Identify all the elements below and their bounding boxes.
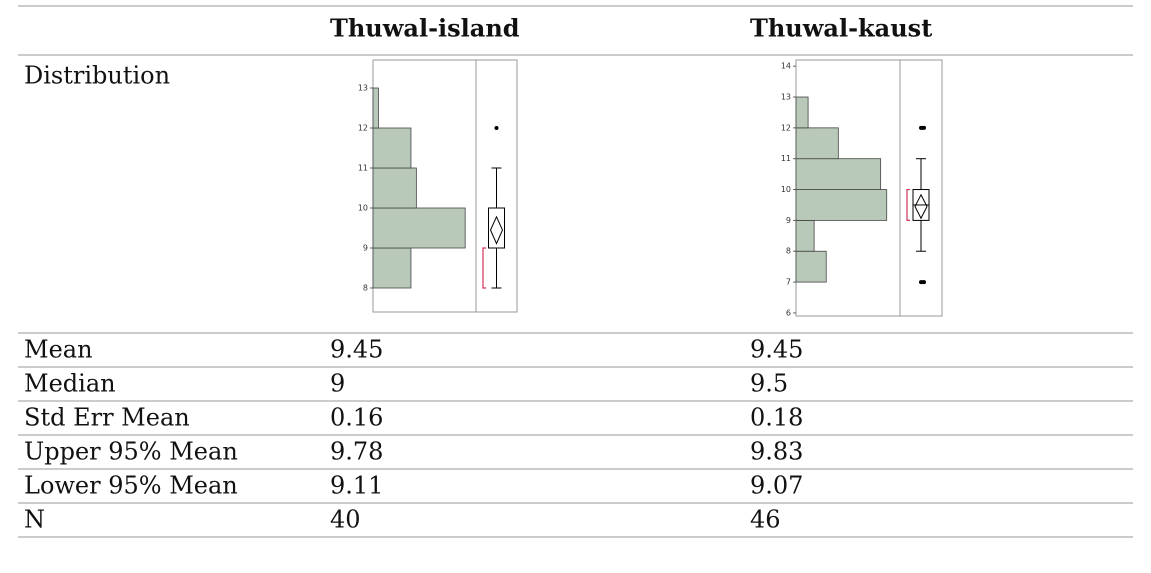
- row-label: Std Err Mean: [24, 404, 190, 432]
- cell-value: 9.07: [750, 472, 803, 500]
- y-tick-label: 12: [358, 124, 368, 133]
- y-tick-label: 11: [781, 154, 791, 163]
- mean-diamond: [914, 193, 928, 220]
- histogram-bar: [795, 96, 809, 129]
- histogram-bar: [795, 158, 882, 190]
- row-label: Median: [24, 370, 116, 398]
- cell-value: 0.18: [750, 404, 803, 432]
- column-header: Thuwal-island: [330, 14, 520, 43]
- histogram-bar: [795, 219, 815, 252]
- row-label: Upper 95% Mean: [24, 438, 238, 466]
- y-tick-label: 10: [358, 204, 368, 213]
- mean-diamond: [489, 215, 504, 245]
- histogram-bar: [372, 167, 417, 209]
- cell-value: 9.11: [330, 472, 383, 500]
- cell-value: 9.83: [750, 438, 803, 466]
- row-label: Distribution: [24, 62, 170, 90]
- outlier: [922, 280, 926, 285]
- cell-value: 9.78: [330, 438, 383, 466]
- y-tick-label: 9: [363, 244, 368, 253]
- y-tick-label: 6: [786, 308, 791, 317]
- row-label: Mean: [24, 336, 93, 364]
- row-label: N: [24, 506, 45, 534]
- cell-value: 9.45: [750, 336, 803, 364]
- y-tick-label: 7: [786, 278, 791, 287]
- outlier: [922, 125, 926, 130]
- cell-value: 0.16: [330, 404, 383, 432]
- y-tick-label: 9: [786, 216, 791, 225]
- histogram-bar: [795, 250, 827, 283]
- histogram-bar: [795, 189, 888, 221]
- cell-value: 40: [330, 506, 361, 534]
- shortest-half: [906, 188, 910, 221]
- histogram-bar: [372, 247, 412, 289]
- y-tick-label: 8: [786, 247, 791, 256]
- outlier: [494, 126, 499, 130]
- cell-value: 9.5: [750, 370, 788, 398]
- y-tick-label: 14: [781, 62, 791, 71]
- y-tick-label: 10: [781, 185, 791, 194]
- histogram-bar: [372, 207, 466, 249]
- column-header: Thuwal-kaust: [750, 14, 932, 43]
- y-tick-label: 13: [781, 93, 791, 102]
- shortest-half: [482, 247, 486, 289]
- histogram-bar: [795, 127, 839, 160]
- histogram-bar: [372, 127, 412, 169]
- cell-value: 46: [750, 506, 781, 534]
- cell-value: 9: [330, 370, 345, 398]
- row-label: Lower 95% Mean: [24, 472, 238, 500]
- cell-value: 9.45: [330, 336, 383, 364]
- y-tick-label: 12: [781, 123, 791, 132]
- y-tick-label: 8: [363, 284, 368, 293]
- y-tick-label: 11: [358, 164, 368, 173]
- y-tick-label: 13: [358, 84, 368, 93]
- histogram-bar: [372, 87, 379, 129]
